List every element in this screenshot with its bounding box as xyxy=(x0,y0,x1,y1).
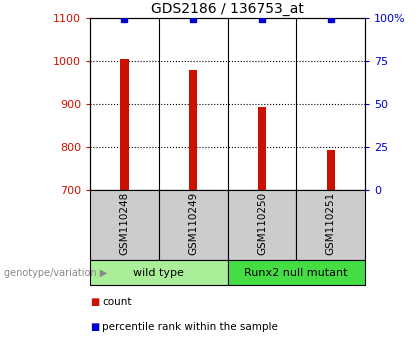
Text: GSM110251: GSM110251 xyxy=(326,192,336,255)
Text: Runx2 null mutant: Runx2 null mutant xyxy=(244,268,348,278)
Bar xyxy=(159,190,228,260)
Text: GSM110250: GSM110250 xyxy=(257,192,267,255)
Text: wild type: wild type xyxy=(133,268,184,278)
Bar xyxy=(90,260,228,285)
Bar xyxy=(120,59,129,190)
Text: ■: ■ xyxy=(90,297,99,307)
Title: GDS2186 / 136753_at: GDS2186 / 136753_at xyxy=(151,1,304,16)
Text: genotype/variation ▶: genotype/variation ▶ xyxy=(4,268,108,278)
Bar xyxy=(326,150,335,190)
Bar xyxy=(258,107,266,190)
Bar xyxy=(189,70,197,190)
Text: GSM110249: GSM110249 xyxy=(188,192,198,255)
Bar xyxy=(228,260,365,285)
Bar xyxy=(296,190,365,260)
Text: percentile rank within the sample: percentile rank within the sample xyxy=(102,322,278,332)
Text: GSM110248: GSM110248 xyxy=(119,192,129,255)
Text: count: count xyxy=(102,297,131,307)
Text: ■: ■ xyxy=(90,322,99,332)
Bar xyxy=(228,190,296,260)
Bar xyxy=(90,190,159,260)
